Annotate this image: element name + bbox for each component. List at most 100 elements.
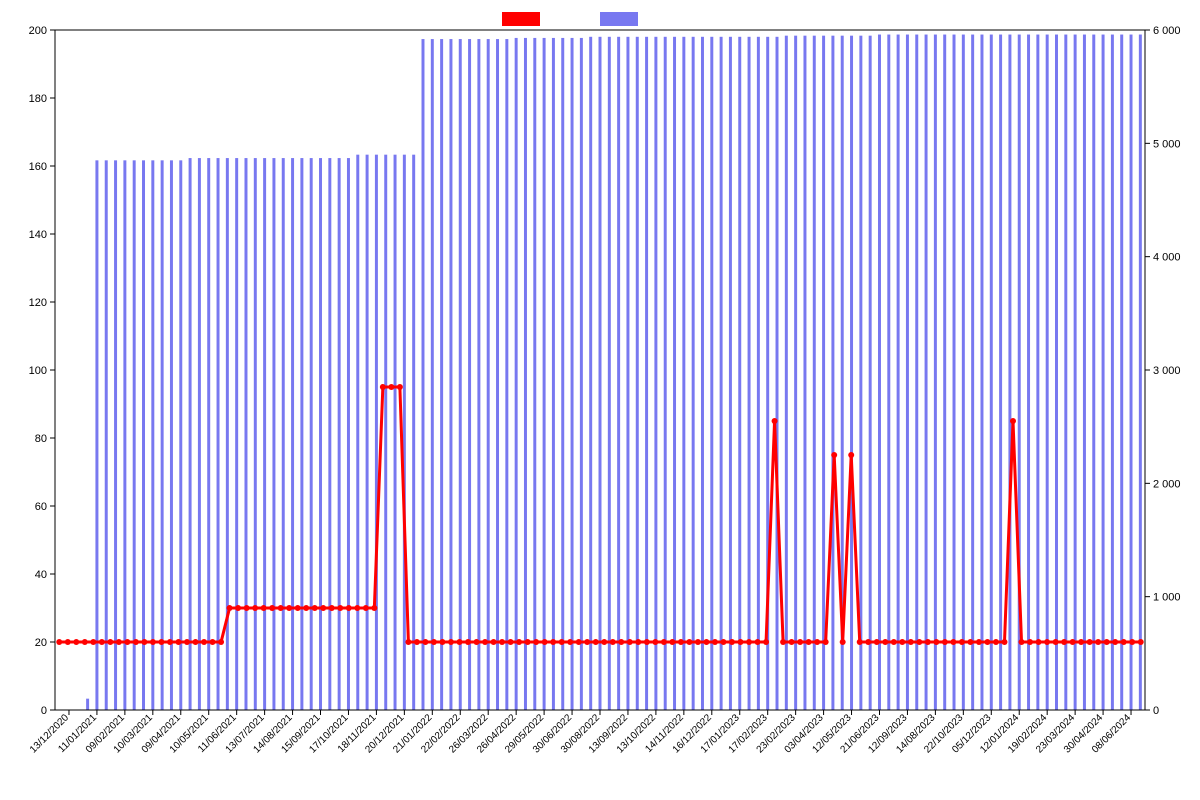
bar [254,158,257,710]
bar [552,38,555,710]
marker [482,639,488,645]
bar [338,158,341,710]
marker [789,639,795,645]
bar [366,155,369,710]
marker [141,639,147,645]
marker [1087,639,1093,645]
bar [589,37,592,710]
marker [227,605,233,611]
marker [516,639,522,645]
bar [384,155,387,710]
marker [210,639,216,645]
marker [474,639,480,645]
marker [414,639,420,645]
bar [422,39,425,710]
marker [65,639,71,645]
bar [356,155,359,710]
bar [757,37,760,710]
bar [505,39,508,710]
marker [1001,639,1007,645]
bar [692,37,695,710]
bar [524,38,527,710]
bar [580,38,583,710]
bar [720,37,723,710]
marker [661,639,667,645]
marker [312,605,318,611]
marker [942,639,948,645]
bar [654,37,657,710]
marker [252,605,258,611]
bar [226,158,229,710]
bar [1083,35,1086,710]
bar [561,38,564,710]
bar [990,35,993,710]
bar [701,37,704,710]
marker [1019,639,1025,645]
bar [1055,35,1058,710]
bar [571,38,574,710]
marker [678,639,684,645]
marker [175,639,181,645]
marker [797,639,803,645]
bar [1036,35,1039,710]
bar [925,35,928,710]
y-left-tick-label: 200 [29,25,47,37]
bar [310,158,313,710]
bar [617,37,620,710]
bar [1074,35,1077,710]
marker [601,639,607,645]
y-left-tick-label: 180 [29,93,47,105]
bar [114,160,117,710]
bar [198,158,201,710]
marker [916,639,922,645]
marker [857,639,863,645]
bar [859,36,862,710]
marker [635,639,641,645]
bar [1139,35,1142,710]
marker [891,639,897,645]
bar [468,39,471,710]
bar [794,36,797,710]
legend-swatch-blue [600,12,638,26]
marker [133,639,139,645]
marker [508,639,514,645]
bar [934,35,937,710]
bar [189,158,192,710]
y-left-tick-label: 100 [29,365,47,377]
bar [1120,35,1123,710]
marker [269,605,275,611]
bar [347,158,350,710]
bar [1092,35,1095,710]
marker [584,639,590,645]
marker [618,639,624,645]
bar [179,160,182,710]
marker [1104,639,1110,645]
bar [543,38,546,710]
bar [403,155,406,710]
bar [738,37,741,710]
marker [431,639,437,645]
bar [95,160,98,710]
marker [158,639,164,645]
marker [627,639,633,645]
y-left-tick-label: 120 [29,297,47,309]
marker [491,639,497,645]
marker [720,639,726,645]
marker [652,639,658,645]
bar [496,39,499,710]
marker [56,639,62,645]
marker [235,605,241,611]
bar [170,160,173,710]
bar [1102,35,1105,710]
bar [263,158,266,710]
marker [993,639,999,645]
marker [1061,639,1067,645]
marker [397,384,403,390]
bar [1064,35,1067,710]
marker [780,639,786,645]
marker [950,639,956,645]
marker [218,639,224,645]
bar [897,35,900,710]
bar [626,37,629,710]
bar [608,37,611,710]
